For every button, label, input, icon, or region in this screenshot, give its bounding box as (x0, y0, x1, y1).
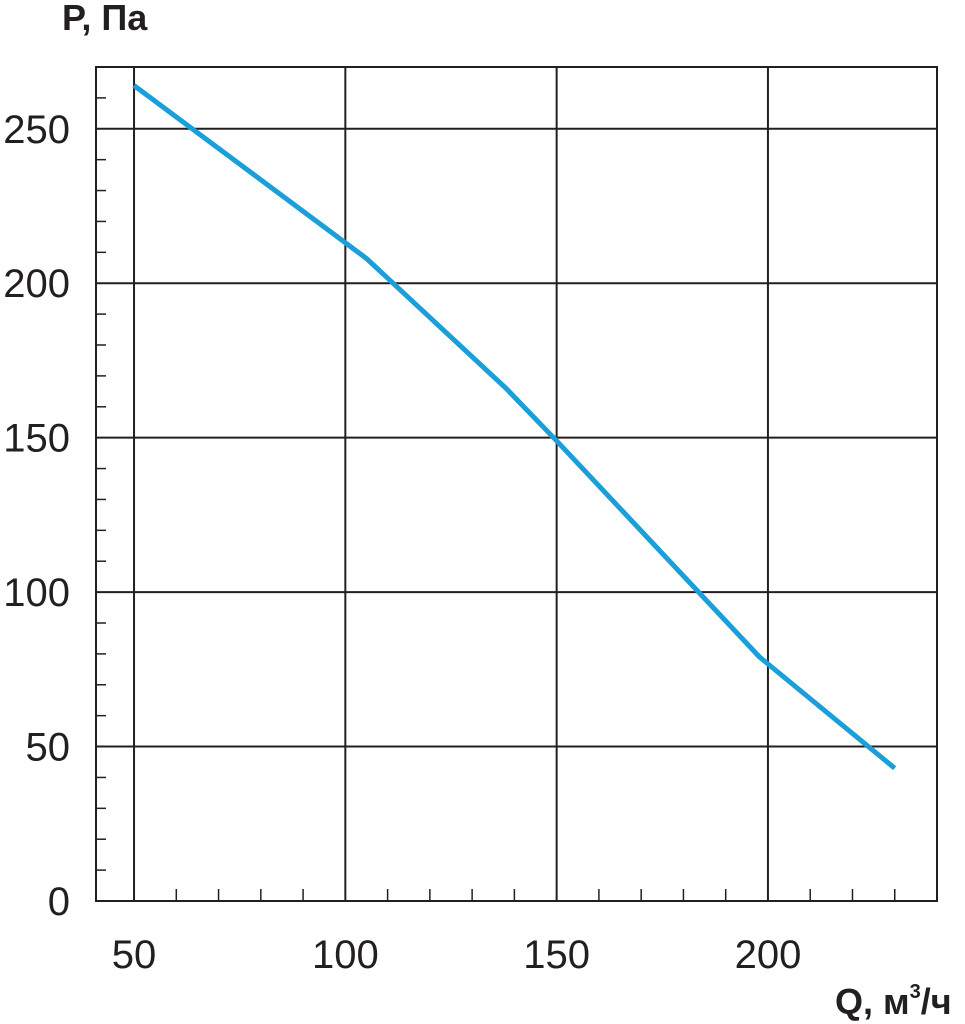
x-tick-label: 200 (735, 933, 802, 977)
y-tick-labels: 0 50 100 150 200 250 (3, 108, 70, 924)
y-tick-label: 250 (3, 108, 70, 152)
x-tick-label: 150 (523, 933, 590, 977)
x-tick-label: 100 (312, 933, 379, 977)
minor-ticks (96, 97, 896, 901)
y-axis-title: P, Па (62, 0, 148, 38)
y-tick-label: 200 (3, 262, 70, 306)
x-axis-title-main: Q, м (835, 981, 910, 1022)
y-tick-label: 150 (3, 417, 70, 461)
y-tick-label: 0 (48, 880, 70, 924)
x-axis-title: Q, м3/ч (835, 981, 952, 1022)
x-tick-label: 50 (112, 933, 157, 977)
plot-frame (95, 66, 938, 902)
x-axis-title-superscript: 3 (910, 981, 921, 1003)
series-line (132, 83, 897, 771)
y-tick-label: 100 (3, 571, 70, 615)
grid (96, 67, 937, 901)
series-layer (132, 83, 897, 771)
x-tick-labels: 50 100 150 200 (112, 933, 802, 977)
x-axis-title-tail: /ч (921, 981, 952, 1022)
y-tick-label: 50 (26, 726, 71, 770)
